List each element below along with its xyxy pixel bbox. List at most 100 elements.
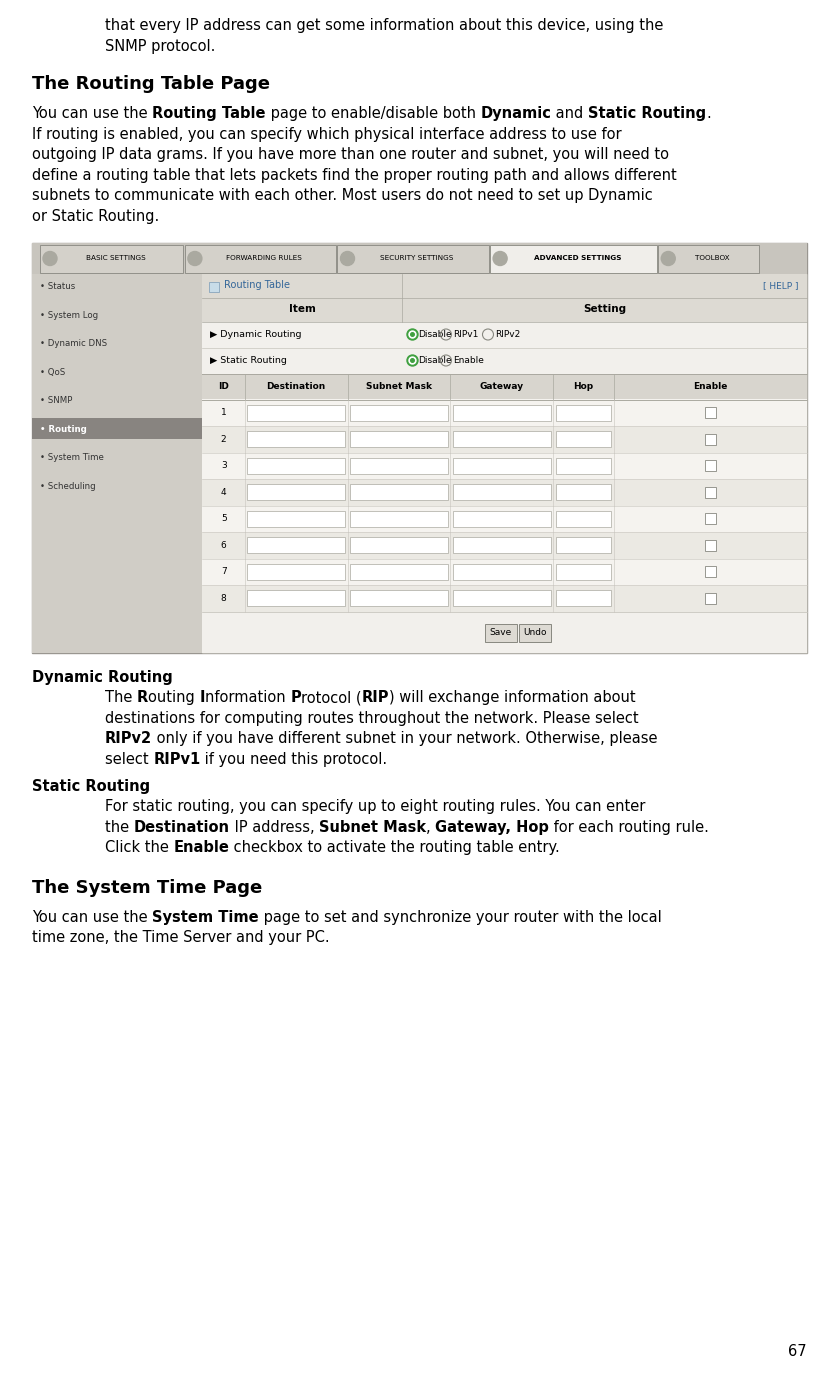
Circle shape: [188, 252, 202, 266]
Text: Subnet Mask: Subnet Mask: [366, 381, 432, 391]
Text: select: select: [105, 752, 154, 767]
Text: checkbox to activate the routing table entry.: checkbox to activate the routing table e…: [229, 840, 560, 855]
Text: define a routing table that lets packets find the proper routing path and allows: define a routing table that lets packets…: [32, 168, 677, 183]
Bar: [555, 589, 611, 606]
Text: ADVANCED SETTINGS: ADVANCED SETTINGS: [534, 256, 621, 262]
Bar: [453, 457, 550, 474]
Text: SECURITY SETTINGS: SECURITY SETTINGS: [380, 256, 454, 262]
Bar: [202, 585, 807, 611]
Bar: [705, 592, 716, 603]
Text: Static Routing: Static Routing: [32, 778, 150, 793]
Text: Routing Table: Routing Table: [152, 106, 266, 121]
Text: BASIC SETTINGS: BASIC SETTINGS: [86, 256, 145, 262]
Bar: [248, 511, 345, 527]
Bar: [40, 245, 184, 273]
Bar: [555, 457, 611, 474]
Bar: [350, 537, 448, 554]
Bar: [350, 405, 448, 421]
Text: SNMP protocol.: SNMP protocol.: [105, 39, 216, 54]
Text: ) will exchange information about: ) will exchange information about: [389, 690, 636, 705]
Text: destinations for computing routes throughout the network. Please select: destinations for computing routes throug…: [105, 711, 638, 726]
Bar: [453, 511, 550, 527]
Text: IP address,: IP address,: [230, 819, 319, 834]
Text: FORWARDING RULES: FORWARDING RULES: [227, 256, 302, 262]
Text: Save: Save: [490, 628, 512, 638]
Text: time zone, the Time Server and your PC.: time zone, the Time Server and your PC.: [32, 931, 330, 945]
Text: For static routing, you can specify up to eight routing rules. You can enter: For static routing, you can specify up t…: [105, 799, 645, 814]
Bar: [453, 563, 550, 580]
Bar: [555, 511, 611, 527]
Bar: [555, 431, 611, 448]
Text: RIPv2: RIPv2: [495, 330, 520, 339]
Bar: [248, 457, 345, 474]
Circle shape: [409, 330, 416, 337]
Bar: [32, 274, 202, 654]
Bar: [350, 511, 448, 527]
Text: 3: 3: [221, 461, 227, 471]
Text: page to enable/disable both: page to enable/disable both: [266, 106, 481, 121]
Circle shape: [661, 252, 675, 266]
Bar: [705, 566, 716, 577]
Text: 1: 1: [221, 408, 227, 417]
Text: Disable: Disable: [418, 357, 451, 365]
Text: only if you have different subnet in your network. Otherwise, please: only if you have different subnet in you…: [152, 731, 658, 746]
Bar: [453, 405, 550, 421]
Bar: [202, 425, 807, 453]
Text: Enable: Enable: [693, 381, 727, 391]
Text: Dynamic Routing: Dynamic Routing: [32, 669, 173, 684]
Bar: [453, 485, 550, 500]
Bar: [32, 244, 807, 654]
Text: • Dynamic DNS: • Dynamic DNS: [40, 339, 107, 348]
Text: RIP: RIP: [362, 690, 389, 705]
Text: Subnet Mask: Subnet Mask: [319, 819, 426, 834]
Text: System Time: System Time: [152, 910, 259, 925]
Bar: [555, 405, 611, 421]
Text: rotocol (: rotocol (: [301, 690, 362, 705]
Text: 67: 67: [789, 1344, 807, 1359]
Circle shape: [409, 357, 416, 364]
Bar: [202, 453, 807, 479]
Text: • System Log: • System Log: [40, 310, 98, 319]
Text: The System Time Page: The System Time Page: [32, 879, 263, 896]
Bar: [705, 486, 716, 497]
Text: Click the: Click the: [105, 840, 174, 855]
Circle shape: [410, 358, 414, 362]
Text: 7: 7: [221, 567, 227, 576]
Text: • System Time: • System Time: [40, 453, 104, 463]
Bar: [453, 589, 550, 606]
Text: Item: Item: [289, 304, 315, 314]
Bar: [185, 245, 336, 273]
Bar: [248, 563, 345, 580]
Text: • Scheduling: • Scheduling: [40, 482, 96, 490]
Circle shape: [407, 329, 418, 340]
Bar: [705, 514, 716, 525]
Bar: [705, 460, 716, 471]
Circle shape: [407, 355, 418, 366]
Bar: [202, 611, 807, 654]
Bar: [705, 540, 716, 551]
Text: TOOLBOX: TOOLBOX: [696, 256, 730, 262]
Bar: [705, 408, 716, 419]
Bar: [202, 274, 807, 654]
Bar: [705, 434, 716, 445]
Text: [ HELP ]: [ HELP ]: [763, 281, 799, 291]
Text: page to set and synchronize your router with the local: page to set and synchronize your router …: [259, 910, 662, 925]
Text: Static Routing: Static Routing: [588, 106, 706, 121]
Text: for each routing rule.: for each routing rule.: [550, 819, 709, 834]
Text: Routing Table: Routing Table: [225, 281, 290, 291]
Text: Enable: Enable: [453, 357, 484, 365]
Text: 6: 6: [221, 541, 227, 549]
Text: ▶ Dynamic Routing: ▶ Dynamic Routing: [211, 330, 302, 339]
Text: outgoing IP data grams. If you have more than one router and subnet, you will ne: outgoing IP data grams. If you have more…: [32, 147, 669, 162]
Bar: [202, 321, 807, 347]
Text: P: P: [290, 690, 301, 705]
Bar: [210, 281, 220, 292]
Bar: [32, 274, 807, 654]
Text: nformation: nformation: [205, 690, 290, 705]
Circle shape: [493, 252, 507, 266]
Circle shape: [410, 333, 414, 336]
Bar: [202, 559, 807, 585]
Text: outing: outing: [149, 690, 200, 705]
Text: I: I: [200, 690, 205, 705]
Text: subnets to communicate with each other. Most users do not need to set up Dynamic: subnets to communicate with each other. …: [32, 189, 653, 204]
